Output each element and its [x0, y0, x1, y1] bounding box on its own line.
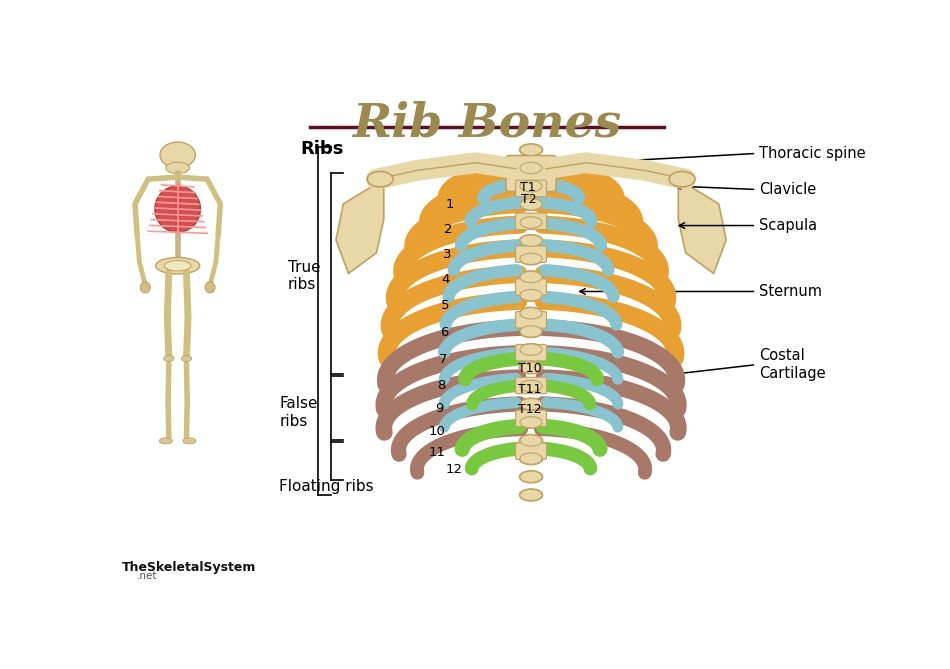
Ellipse shape [520, 434, 542, 447]
Text: .net: .net [137, 571, 157, 581]
Ellipse shape [160, 438, 173, 444]
Ellipse shape [520, 416, 542, 428]
Ellipse shape [160, 142, 196, 168]
Text: TheSkeletalSystem: TheSkeletalSystem [122, 561, 256, 574]
Text: True
ribs: True ribs [288, 260, 321, 292]
Text: False
ribs: False ribs [279, 396, 317, 429]
Text: T1: T1 [520, 181, 535, 194]
FancyBboxPatch shape [516, 345, 546, 361]
FancyBboxPatch shape [516, 410, 546, 427]
Ellipse shape [166, 162, 189, 173]
FancyBboxPatch shape [516, 213, 546, 229]
Ellipse shape [520, 435, 542, 446]
Ellipse shape [520, 290, 542, 301]
FancyBboxPatch shape [516, 377, 546, 394]
Polygon shape [678, 179, 726, 274]
Ellipse shape [205, 282, 216, 293]
Ellipse shape [368, 171, 393, 187]
Ellipse shape [520, 253, 542, 264]
Text: Sternum: Sternum [759, 284, 823, 299]
Text: Thoracic spine: Thoracic spine [759, 146, 865, 161]
Ellipse shape [520, 489, 542, 500]
FancyBboxPatch shape [516, 312, 546, 328]
Text: 10: 10 [428, 425, 446, 438]
Ellipse shape [520, 399, 542, 410]
Text: T11: T11 [518, 383, 541, 396]
Text: 1: 1 [446, 199, 454, 211]
Ellipse shape [520, 343, 542, 356]
Ellipse shape [520, 307, 542, 320]
Text: T12: T12 [518, 403, 541, 417]
Ellipse shape [182, 438, 196, 444]
Polygon shape [336, 179, 384, 274]
Ellipse shape [163, 355, 174, 361]
Text: Clavicle: Clavicle [759, 182, 817, 197]
Ellipse shape [520, 489, 542, 501]
FancyBboxPatch shape [516, 180, 546, 197]
Ellipse shape [520, 398, 542, 410]
Text: Floating ribs: Floating ribs [279, 479, 374, 494]
Ellipse shape [520, 417, 542, 428]
Ellipse shape [164, 260, 191, 271]
Text: Rib Bones: Rib Bones [352, 101, 621, 147]
FancyBboxPatch shape [506, 155, 556, 191]
Text: Scapula: Scapula [759, 218, 817, 233]
Ellipse shape [520, 362, 542, 373]
Text: 6: 6 [440, 326, 448, 339]
Ellipse shape [520, 144, 542, 155]
Ellipse shape [520, 235, 542, 246]
Text: 9: 9 [435, 403, 444, 415]
Ellipse shape [520, 453, 542, 464]
Ellipse shape [520, 181, 542, 192]
Ellipse shape [520, 380, 542, 392]
Text: Ribs: Ribs [300, 140, 344, 157]
Text: 8: 8 [437, 379, 446, 392]
Ellipse shape [520, 452, 542, 465]
Ellipse shape [181, 355, 192, 361]
Ellipse shape [520, 289, 542, 301]
FancyBboxPatch shape [516, 246, 546, 262]
Ellipse shape [520, 325, 542, 338]
Ellipse shape [520, 253, 542, 265]
Ellipse shape [520, 308, 542, 319]
Ellipse shape [520, 216, 542, 229]
Ellipse shape [520, 144, 542, 156]
Ellipse shape [520, 344, 542, 355]
Ellipse shape [520, 471, 542, 482]
Ellipse shape [669, 171, 694, 187]
Ellipse shape [520, 272, 542, 282]
Ellipse shape [520, 199, 542, 210]
Ellipse shape [520, 234, 542, 247]
Ellipse shape [520, 198, 542, 211]
Text: 4: 4 [442, 273, 450, 286]
Ellipse shape [520, 180, 542, 192]
FancyBboxPatch shape [516, 443, 546, 460]
Text: T2: T2 [521, 193, 537, 206]
Ellipse shape [520, 162, 542, 174]
Text: Costal
Cartilage: Costal Cartilage [759, 349, 826, 381]
Ellipse shape [520, 326, 542, 337]
Ellipse shape [520, 362, 542, 374]
Ellipse shape [520, 380, 542, 391]
Text: T10: T10 [518, 362, 541, 375]
Ellipse shape [520, 271, 542, 283]
Text: 5: 5 [442, 299, 450, 312]
FancyBboxPatch shape [516, 279, 546, 295]
Text: 7: 7 [439, 353, 446, 366]
Text: 12: 12 [446, 463, 463, 476]
Ellipse shape [156, 258, 200, 274]
Ellipse shape [520, 470, 542, 483]
Text: 2: 2 [445, 223, 453, 236]
Ellipse shape [520, 163, 542, 174]
Ellipse shape [155, 186, 200, 232]
Text: 11: 11 [428, 446, 446, 459]
Text: 3: 3 [443, 248, 451, 261]
Ellipse shape [520, 217, 542, 228]
Ellipse shape [140, 282, 150, 293]
